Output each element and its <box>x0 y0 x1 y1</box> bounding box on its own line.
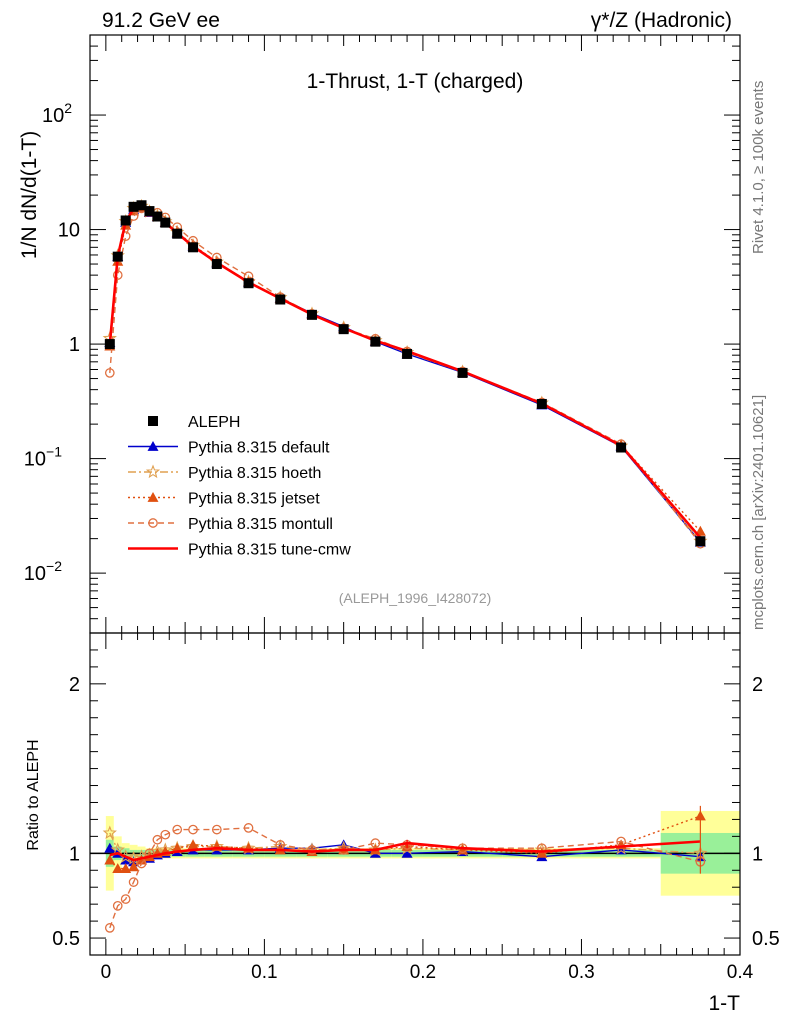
ratio-tick-label-right: 2 <box>752 674 763 696</box>
legend-marker <box>147 441 159 451</box>
data-point <box>211 259 222 270</box>
data-point <box>306 309 317 320</box>
series-marker-ratio <box>102 825 117 839</box>
x-tick-label: 0.4 <box>727 962 754 983</box>
data-point <box>402 348 413 359</box>
series-marker-ratio <box>370 838 381 848</box>
y-tick-label: 10−1 <box>24 444 62 471</box>
ratio-tick-label-left: 2 <box>69 674 80 696</box>
process-label: γ*/Z (Hadronic) <box>591 9 732 32</box>
series-marker-ratio <box>401 847 413 858</box>
ratio-panel-frame <box>89 632 741 956</box>
data-point <box>120 215 131 226</box>
legend-marker-data <box>148 416 158 426</box>
x-tick-label: 0 <box>101 962 112 983</box>
series-marker-ratio <box>307 845 317 855</box>
main-series-group <box>102 198 708 549</box>
data-point <box>695 536 706 547</box>
series-marker-ratio <box>128 877 139 887</box>
x-tick-label: 0.1 <box>251 962 277 983</box>
y-tick-label: 1 <box>69 334 80 356</box>
data-point <box>536 398 547 409</box>
mcplots-label: mcplots.cern.ch [arXiv:2401.10621] <box>750 395 767 630</box>
series-line-ratio <box>109 832 701 860</box>
rivet-version-label: Rivet 4.1.0, ≥ 100k events <box>750 81 767 254</box>
data-point <box>275 294 286 305</box>
legend-marker <box>148 518 158 528</box>
legend-label: Pythia 8.315 hoeth <box>188 465 321 482</box>
data-point <box>457 367 468 378</box>
legend-label: Pythia 8.315 default <box>188 440 330 457</box>
ratio-tick-label-right: 1 <box>752 843 763 865</box>
x-axis-label: 1-T <box>709 992 741 1015</box>
data-point <box>616 442 627 453</box>
data-point <box>338 324 349 335</box>
series-marker-ratio <box>160 829 171 840</box>
series-marker-ratio <box>243 823 254 833</box>
ratio-axes: 0 0.1 0.2 0.3 0.4 0.5 0.5 1 1 2 2 <box>52 632 780 983</box>
data-point <box>160 217 171 228</box>
series-line-main <box>108 205 702 539</box>
data-point <box>172 228 183 239</box>
data-point <box>243 278 254 289</box>
series-marker-ratio <box>112 901 123 911</box>
data-point <box>144 206 155 217</box>
series-line-ratio <box>109 827 701 929</box>
data-point <box>128 201 139 212</box>
ratio-series-group <box>102 805 708 933</box>
x-tick-label: 0.2 <box>410 962 436 983</box>
energy-label: 91.2 GeV ee <box>102 9 220 32</box>
ratio-tick-label-left: 1 <box>69 843 80 865</box>
legend: ALEPH Pythia 8.315 default Pythia 8.315 ho… <box>128 414 351 559</box>
y-axis-label: 1/N dN/d(1-T) <box>18 131 41 259</box>
ratio-tick-label-left: 0.5 <box>52 928 80 950</box>
series-line-main <box>109 206 701 532</box>
series-marker-ratio <box>120 894 131 904</box>
legend-marker <box>145 464 161 479</box>
series-marker-ratio <box>112 863 124 873</box>
ratio-y-axis-label: Ratio to ALEPH <box>25 739 42 850</box>
series-marker-ratio <box>120 863 132 873</box>
series-marker-ratio <box>187 839 199 850</box>
plot-title: 1-Thrust, 1-T (charged) <box>307 70 524 93</box>
legend-label-data: ALEPH <box>188 414 240 431</box>
main-axes: 10−2 10−1 1 10 102 <box>24 34 741 634</box>
series-marker-ratio <box>104 854 116 865</box>
series-marker-ratio <box>104 842 116 853</box>
legend-marker <box>147 492 159 502</box>
y-tick-label: 102 <box>42 100 72 127</box>
legend-label: Pythia 8.315 jetset <box>188 491 320 508</box>
series-marker-ratio <box>152 834 163 845</box>
series-marker-ratio <box>211 824 222 835</box>
legend-label: Pythia 8.315 montull <box>188 516 333 533</box>
analysis-id: (ALEPH_1996_I428072) <box>339 590 492 606</box>
y-tick-label: 10−2 <box>24 558 62 585</box>
series-marker-ratio <box>128 861 140 872</box>
data-point <box>104 339 115 350</box>
y-tick-label: 10 <box>58 220 80 242</box>
data-point <box>188 242 199 253</box>
series-marker-main <box>112 270 123 280</box>
data-point <box>152 211 163 222</box>
data-point <box>112 251 123 262</box>
ratio-tick-label-right: 0.5 <box>752 928 780 950</box>
legend-label: Pythia 8.315 tune-cmw <box>188 542 351 559</box>
series-marker-main <box>104 368 115 378</box>
x-tick-label: 0.3 <box>568 962 594 983</box>
series-marker-ratio <box>188 824 198 835</box>
data-point <box>370 336 381 347</box>
data-point <box>136 200 147 211</box>
series-marker-ratio <box>172 824 183 835</box>
series-line-ratio <box>109 840 701 862</box>
series-marker-ratio <box>104 923 115 933</box>
